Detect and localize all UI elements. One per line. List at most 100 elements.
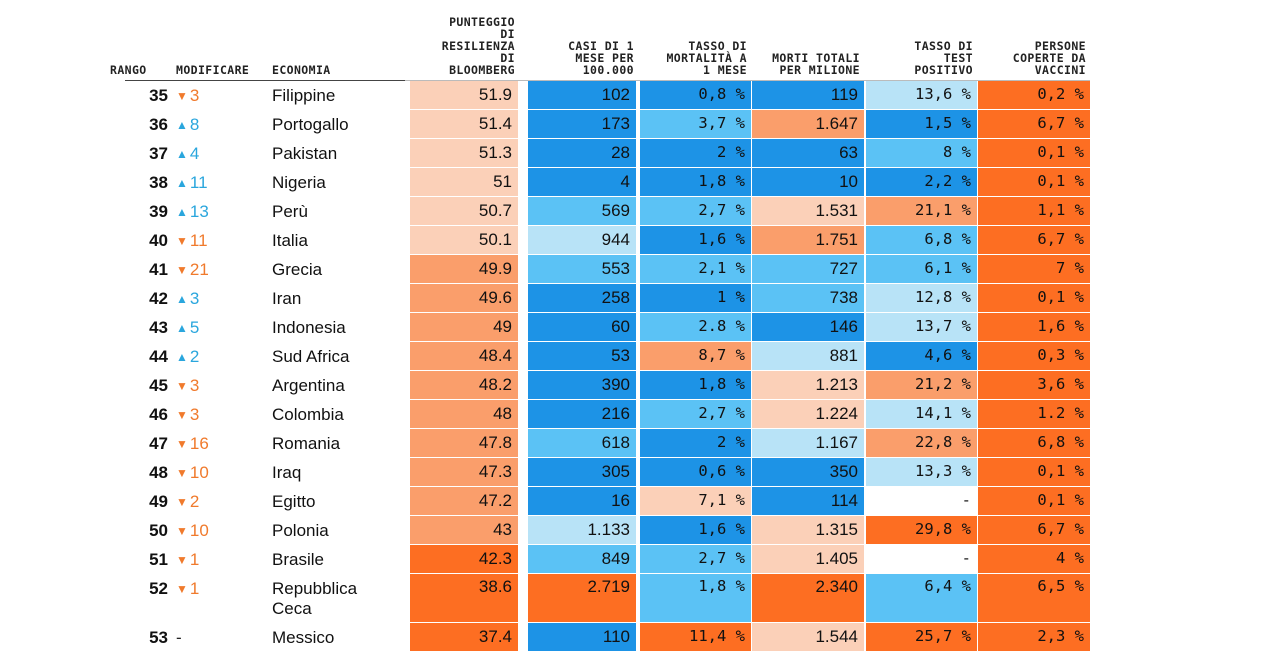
mortality-cell: 2,7 %	[640, 400, 751, 428]
vaccine-cell: 1.2 %	[978, 400, 1090, 428]
table-row: 51 ▼ 1 Brasile 42.3 849 2,7 % 1.405-4 %	[0, 545, 1280, 574]
deaths-cell: 10	[752, 168, 864, 196]
deaths-cell: 63	[752, 139, 864, 167]
positive-cell: 4,6 %	[866, 342, 977, 370]
score-cell: 51	[410, 168, 518, 196]
positive-cell: 13,6 %	[866, 81, 977, 109]
score-cell: 50.1	[410, 226, 518, 254]
change-cell: ▲ 11	[176, 173, 256, 193]
header-rank: RANGO	[110, 63, 147, 77]
change-cell: ▼ 16	[176, 434, 256, 454]
cases-cell: 216	[528, 400, 636, 428]
table-row: 43 ▲ 5 Indonesia 49 60 2.8 % 146 13,7 % 1,6 %	[0, 313, 1280, 342]
change-value: 11	[189, 231, 208, 250]
triangle-up-icon: ▲	[176, 350, 188, 364]
vaccine-cell: 3,6 %	[978, 371, 1090, 399]
economy-cell: Repubblica Ceca	[272, 579, 358, 618]
mortality-cell: 1 %	[640, 284, 751, 312]
score-cell: 49.9	[410, 255, 518, 283]
rank-cell: 40	[149, 231, 168, 250]
cases-cell: 60	[528, 313, 636, 341]
header-cases: CASI DI 1 MESE PER 100.000	[568, 39, 634, 77]
score-cell: 51.9	[410, 81, 518, 109]
header-rule	[125, 80, 405, 81]
triangle-up-icon: ▲	[176, 205, 188, 219]
mortality-cell: 1,6 %	[640, 226, 751, 254]
rank-cell: 35	[149, 86, 168, 105]
mortality-cell: 8,7 %	[640, 342, 751, 370]
economy-cell: Romania	[272, 434, 341, 453]
change-cell: ▲ 5	[176, 318, 256, 338]
economy-cell: Iraq	[272, 463, 302, 482]
table-row: 47 ▼ 16 Romania 47.8 618 2 % 1.167 22,8 % 6,8 %	[0, 429, 1280, 458]
change-value: 4	[189, 144, 200, 163]
score-cell: 49.6	[410, 284, 518, 312]
positive-cell: 14,1 %	[866, 400, 977, 428]
score-cell: 47.2	[410, 487, 518, 515]
cases-cell: 16	[528, 487, 636, 515]
rank-cell: 42	[149, 289, 168, 308]
deaths-cell: 881	[752, 342, 864, 370]
table-row: 42 ▲ 3 Iran 49.6 258 1 % 738 12,8 % 0,1 %	[0, 284, 1280, 313]
vaccine-cell: 0,3 %	[978, 342, 1090, 370]
triangle-down-icon: ▼	[176, 89, 188, 103]
economy-cell: Grecia	[272, 260, 323, 279]
cases-cell: 944	[528, 226, 636, 254]
vaccine-cell: 0,1 %	[978, 168, 1090, 196]
triangle-down-icon: ▼	[176, 408, 188, 422]
economy-cell: Iran	[272, 289, 302, 308]
deaths-cell: 1.224	[752, 400, 864, 428]
mortality-cell: 2.8 %	[640, 313, 751, 341]
rank-cell: 47	[149, 434, 168, 453]
cases-cell: 28	[528, 139, 636, 167]
rank-cell: 41	[149, 260, 168, 279]
vaccine-cell: 6,5 %	[978, 574, 1090, 622]
change-cell: ▲ 13	[176, 202, 256, 222]
header-vaccine: PERSONE COPERTE DA VACCINI	[1012, 39, 1086, 77]
vaccine-cell: 1,1 %	[978, 197, 1090, 225]
header-positive: TASSO DI TEST POSITIVO	[914, 39, 973, 77]
cases-cell: 1.133	[528, 516, 636, 544]
positive-cell: 2,2 %	[866, 168, 977, 196]
deaths-cell: 119	[752, 81, 864, 109]
triangle-down-icon: ▼	[176, 466, 188, 480]
rank-cell: 51	[149, 550, 168, 569]
table-row: 50 ▼ 10 Polonia 43 1.133 1,6 % 1.315 29,8 % 6,7 %	[0, 516, 1280, 545]
change-value: 5	[189, 318, 200, 337]
rank-cell: 43	[149, 318, 168, 337]
triangle-down-icon: ▼	[176, 234, 188, 248]
vaccine-cell: 0,1 %	[978, 458, 1090, 486]
economy-cell: Colombia	[272, 405, 344, 424]
rank-cell: 37	[149, 144, 168, 163]
positive-cell: 8 %	[866, 139, 977, 167]
cases-cell: 618	[528, 429, 636, 457]
change-value: 10	[189, 521, 209, 540]
triangle-down-icon: ▼	[176, 437, 188, 451]
economy-cell: Italia	[272, 231, 308, 250]
rank-cell: 45	[149, 376, 168, 395]
deaths-cell: 1.167	[752, 429, 864, 457]
mortality-cell: 1,6 %	[640, 516, 751, 544]
mortality-cell: 3,7 %	[640, 110, 751, 138]
vaccine-cell: 2,3 %	[978, 623, 1090, 651]
vaccine-cell: 0,1 %	[978, 487, 1090, 515]
economy-cell: Perù	[272, 202, 308, 221]
table-row: 52 ▼ 1 Repubblica Ceca 38.6 2.719 1,8 % 2.340 6,…	[0, 574, 1280, 623]
table-row: 44 ▲ 2 Sud Africa 48.4 53 8,7 % 881 4,6 % 0,3 %	[0, 342, 1280, 371]
mortality-cell: 0,6 %	[640, 458, 751, 486]
table-row: 39 ▲ 13 Perù 50.7 569 2,7 % 1.531 21,1 % 1,1 %	[0, 197, 1280, 226]
score-cell: 48.2	[410, 371, 518, 399]
change-value: 11	[189, 173, 208, 192]
header-rule-data	[405, 80, 1090, 81]
change-cell: -	[176, 628, 256, 648]
rank-cell: 49	[149, 492, 168, 511]
positive-cell: 6,4 %	[866, 574, 977, 622]
mortality-cell: 0,8 %	[640, 81, 751, 109]
change-value: 3	[189, 405, 200, 424]
rank-cell: 36	[149, 115, 168, 134]
score-cell: 47.8	[410, 429, 518, 457]
rank-cell: 50	[149, 521, 168, 540]
change-cell: ▼ 11	[176, 231, 256, 251]
triangle-up-icon: ▲	[176, 147, 188, 161]
